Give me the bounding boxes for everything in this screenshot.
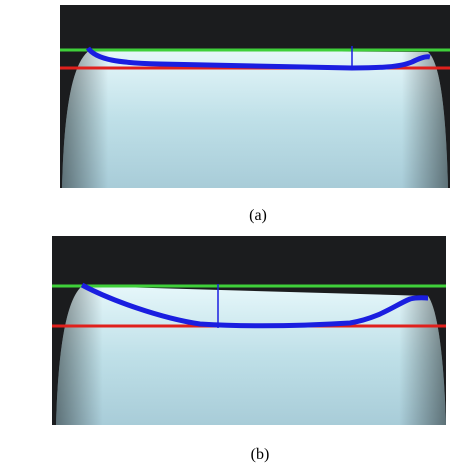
fabric-shade [56, 286, 446, 425]
figure: (a) (b) [0, 0, 451, 470]
caption: (a) [249, 207, 267, 224]
page: (a) (b) (() => { const data = JSON.parse… [0, 0, 451, 470]
fabric-shade [62, 50, 448, 188]
panel-a-image [60, 5, 450, 188]
caption: (b) [251, 446, 270, 463]
panel-b-image [52, 236, 446, 425]
